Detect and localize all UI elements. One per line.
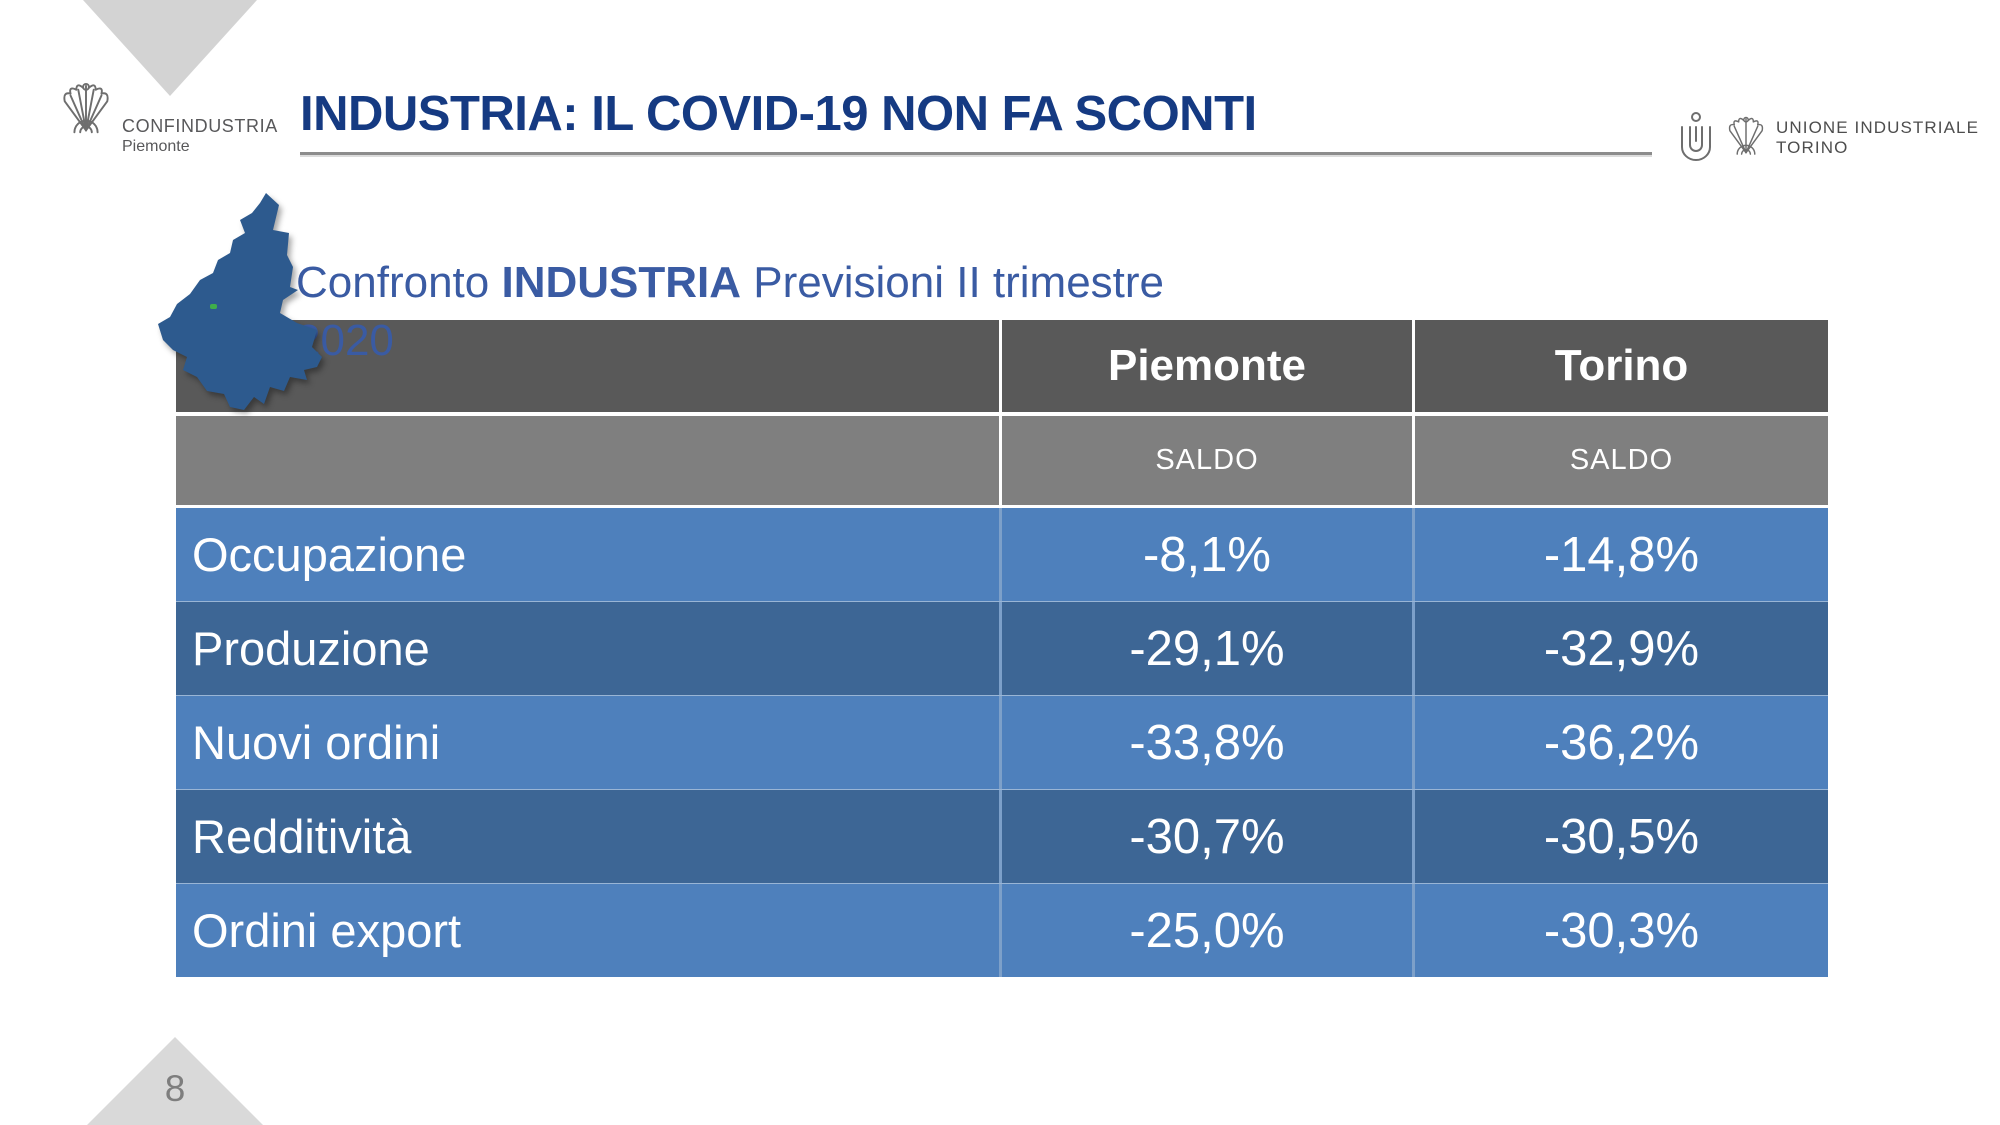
confindustria-logo-region: Piemonte bbox=[122, 138, 190, 155]
confindustria-logo-text: CONFINDUSTRIA Piemonte bbox=[122, 116, 278, 156]
subtitle-line1: Confronto INDUSTRIA Previsioni II trimes… bbox=[296, 258, 1165, 307]
row-divider bbox=[176, 412, 1828, 416]
table-row-ordini-export: Ordini export -25,0% -30,3% bbox=[176, 883, 1828, 977]
row-label: Redditività bbox=[176, 790, 999, 883]
table-header-row: Piemonte Torino bbox=[176, 320, 1828, 412]
table-row-nuovi-ordini: Nuovi ordini -33,8% -36,2% bbox=[176, 695, 1828, 789]
unione-logo-text: UNIONE INDUSTRIALE TORINO bbox=[1776, 118, 1979, 157]
cell-torino-value: -32,9% bbox=[1415, 602, 1828, 695]
row-divider bbox=[176, 505, 1828, 508]
subheader-cell-saldo-torino: SALDO bbox=[1415, 416, 1828, 505]
table-row-occupazione: Occupazione -8,1% -14,8% bbox=[176, 508, 1828, 601]
row-label: Produzione bbox=[176, 602, 999, 695]
title-underline bbox=[300, 152, 1652, 155]
cell-torino-value: -30,5% bbox=[1415, 790, 1828, 883]
row-label: Occupazione bbox=[176, 508, 999, 601]
subtitle-highlight: INDUSTRIA bbox=[501, 258, 742, 307]
cell-piemonte-value: -25,0% bbox=[1002, 884, 1412, 977]
page-title: INDUSTRIA: IL COVID-19 NON FA SCONTI bbox=[300, 87, 1257, 141]
confindustria-logo-name: CONFINDUSTRIA bbox=[122, 116, 278, 136]
subtitle-line2: 2020 bbox=[296, 316, 394, 365]
unione-industriale-logo: UNIONE INDUSTRIALE TORINO bbox=[1676, 108, 1979, 168]
cell-piemonte-value: -29,1% bbox=[1002, 602, 1412, 695]
page-number: 8 bbox=[164, 1068, 186, 1109]
table-row-redditivita: Redditività -30,7% -30,5% bbox=[176, 789, 1828, 883]
unione-u-icon bbox=[1681, 112, 1711, 161]
unione-logo-line1: UNIONE INDUSTRIALE bbox=[1776, 118, 1980, 138]
slide-subtitle: Confronto INDUSTRIA Previsioni II trimes… bbox=[296, 254, 1164, 370]
table-subheader-row: SALDO SALDO bbox=[176, 416, 1828, 505]
cell-torino-value: -36,2% bbox=[1415, 696, 1828, 789]
row-label: Ordini export bbox=[176, 884, 999, 977]
table-row-produzione: Produzione -29,1% -32,9% bbox=[176, 601, 1828, 695]
green-location-marker bbox=[210, 304, 217, 309]
cell-torino-value: -30,3% bbox=[1415, 884, 1828, 977]
confindustria-logo: CONFINDUSTRIA Piemonte bbox=[57, 80, 287, 170]
cell-piemonte-value: -33,8% bbox=[1002, 696, 1412, 789]
piemonte-region-map bbox=[158, 193, 322, 410]
row-label: Nuovi ordini bbox=[176, 696, 999, 789]
confindustria-eagle-icon bbox=[63, 82, 109, 134]
subheader-cell-empty bbox=[176, 416, 999, 505]
cell-torino-value: -14,8% bbox=[1415, 508, 1828, 601]
cell-piemonte-value: -30,7% bbox=[1002, 790, 1412, 883]
header-cell-torino: Torino bbox=[1415, 320, 1828, 412]
unione-logo-line2: TORINO bbox=[1776, 138, 1849, 157]
unione-eagle-icon bbox=[1728, 116, 1764, 155]
subheader-cell-saldo-piemonte: SALDO bbox=[1002, 416, 1412, 505]
comparison-table: Piemonte Torino SALDO SALDO Occupazione … bbox=[176, 320, 1828, 977]
cell-piemonte-value: -8,1% bbox=[1002, 508, 1412, 601]
header-cell-piemonte: Piemonte bbox=[1002, 320, 1412, 412]
